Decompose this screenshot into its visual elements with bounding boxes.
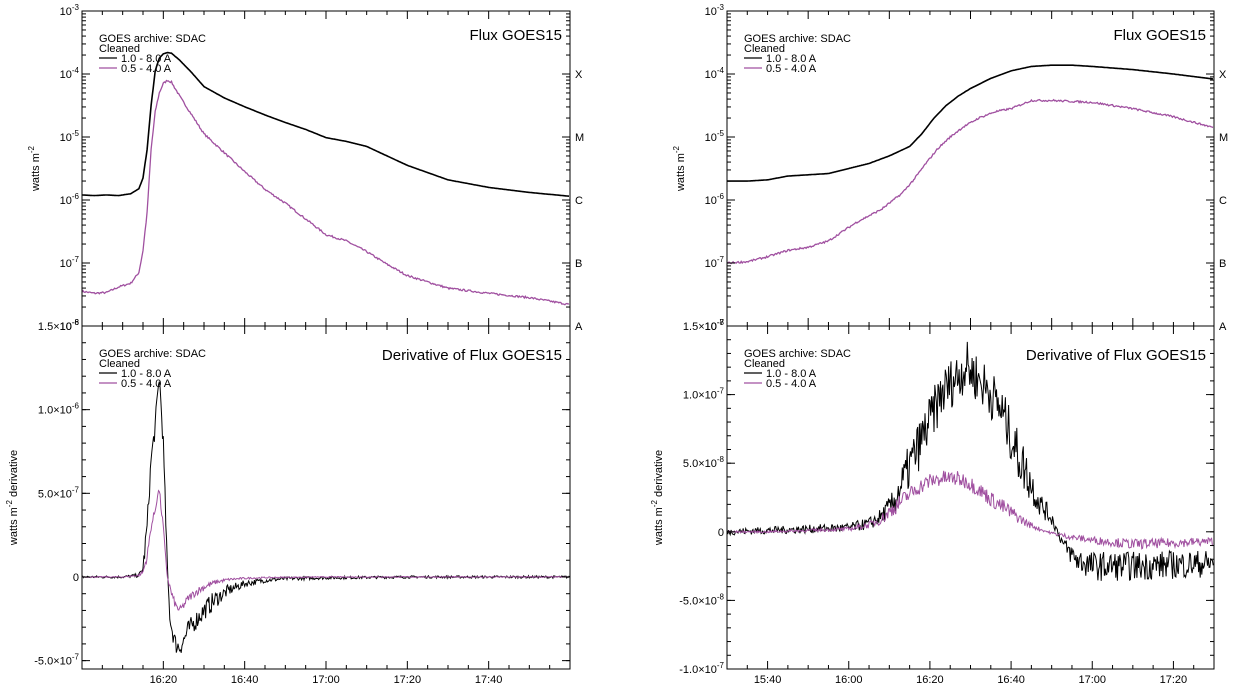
ytick-label: 10-4 [705, 66, 725, 81]
legend-header-source: GOES archive: SDAC [99, 33, 206, 45]
ytick-label: -5.0×10-7 [34, 653, 79, 668]
ytick-label: -5.0×10-8 [679, 592, 724, 607]
panel-title: Derivative of Flux GOES15 [1026, 347, 1206, 364]
ytick-label: 1.5×10-6 [38, 318, 80, 333]
ytick-label: 10-5 [705, 129, 725, 144]
legend-label-0: 1.0 - 8.0 A [766, 53, 817, 65]
legend-label-1: 0.5 - 4.0 A [766, 378, 817, 390]
class-label-B: B [575, 258, 582, 270]
class-label-B: B [1219, 258, 1226, 270]
xtick-label: 17:40 [475, 674, 503, 684]
y-axis-label: watts m-2 derivative [5, 450, 20, 546]
ytick-label: 10-8 [705, 318, 725, 333]
legend-header-cleaned: Cleaned [99, 43, 140, 55]
ytick-label: 10-5 [60, 129, 80, 144]
xtick-label: 16:40 [231, 674, 259, 684]
legend-label-1: 0.5 - 4.0 A [766, 63, 817, 75]
legend-label-0: 1.0 - 8.0 A [121, 53, 172, 65]
class-label-M: M [1219, 132, 1228, 144]
class-label-M: M [575, 132, 584, 144]
series-0-line [81, 381, 570, 653]
legend-header-cleaned: Cleaned [744, 43, 785, 55]
ytick-label: 0 [73, 572, 79, 584]
panel-title: Flux GOES15 [1113, 27, 1206, 44]
ytick-label: 5.0×10-8 [683, 455, 725, 470]
y-axis-label: watts m-2 [27, 145, 42, 192]
xtick-label: 16:20 [150, 674, 178, 684]
panel-title: Flux GOES15 [469, 27, 562, 44]
legend-header-cleaned: Cleaned [744, 358, 785, 370]
class-label-C: C [575, 195, 583, 207]
ytick-label: 1.0×10-7 [683, 387, 725, 402]
panel-title: Derivative of Flux GOES15 [382, 347, 562, 364]
series-1-line [726, 470, 1214, 550]
ytick-label: 10-4 [60, 66, 80, 81]
legend-label-0: 1.0 - 8.0 A [121, 368, 172, 380]
ytick-label: 10-6 [705, 192, 725, 207]
panel-right-top: 10-3 10-4 10-5 10-6 10-7 10-8 X M C B A Flux GOES15… [672, 3, 1228, 333]
xtick-label: 15:40 [754, 674, 782, 684]
ytick-label: 10-8 [60, 318, 80, 333]
legend-header-cleaned: Cleaned [99, 358, 140, 370]
xtick-label: 17:00 [312, 674, 340, 684]
series-1-line [81, 489, 570, 611]
xtick-label: 16:20 [916, 674, 944, 684]
legend-header-source: GOES archive: SDAC [744, 348, 851, 360]
panel-left-bottom: 1.5×10-6 1.0×10-6 5.0×10-7 0 -5.0×10-7 16:20 1… [5, 318, 571, 684]
ytick-label: 10-3 [60, 3, 80, 18]
ytick-label: 10-7 [60, 255, 80, 270]
xtick-label: 17:20 [394, 674, 422, 684]
xtick-label: 16:00 [835, 674, 863, 684]
panel-right-bottom: 1.5×10-7 1.0×10-7 5.0×10-8 0 -5.0×10-8 -1.0×1… [650, 318, 1215, 684]
series-1-line [726, 98, 1214, 265]
series-0-line [82, 51, 570, 197]
legend-label-1: 0.5 - 4.0 A [121, 378, 172, 390]
ytick-label: 10-6 [60, 192, 80, 207]
xtick-label: 16:40 [997, 674, 1025, 684]
legend-header-source: GOES archive: SDAC [99, 348, 206, 360]
ytick-label: -1.0×10-7 [679, 661, 724, 676]
series-1-line [81, 79, 570, 306]
class-label-X: X [575, 69, 583, 81]
class-label-A: A [575, 321, 583, 333]
class-label-C: C [1219, 195, 1227, 207]
y-axis-label: watts m-2 derivative [650, 450, 665, 546]
series-0-line [727, 64, 1214, 182]
ytick-label: 1.0×10-6 [38, 402, 80, 417]
class-label-A: A [1219, 321, 1227, 333]
ytick-label: 10-3 [705, 3, 725, 18]
ytick-label: 10-7 [705, 255, 725, 270]
ytick-label: 0 [718, 527, 724, 539]
legend-label-0: 1.0 - 8.0 A [766, 368, 817, 380]
panel-left-top: 10-3 10-4 10-5 10-6 10-7 10-8 X M C B A Flux GOES15… [27, 3, 584, 333]
legend-label-1: 0.5 - 4.0 A [121, 63, 172, 75]
y-axis-label: watts m-2 [672, 145, 687, 192]
class-label-X: X [1219, 69, 1227, 81]
legend-header-source: GOES archive: SDAC [744, 33, 851, 45]
ytick-label: 5.0×10-7 [38, 485, 80, 500]
ytick-label: 1.5×10-7 [683, 318, 725, 333]
xtick-label: 17:20 [1160, 674, 1188, 684]
xtick-label: 17:00 [1078, 674, 1106, 684]
